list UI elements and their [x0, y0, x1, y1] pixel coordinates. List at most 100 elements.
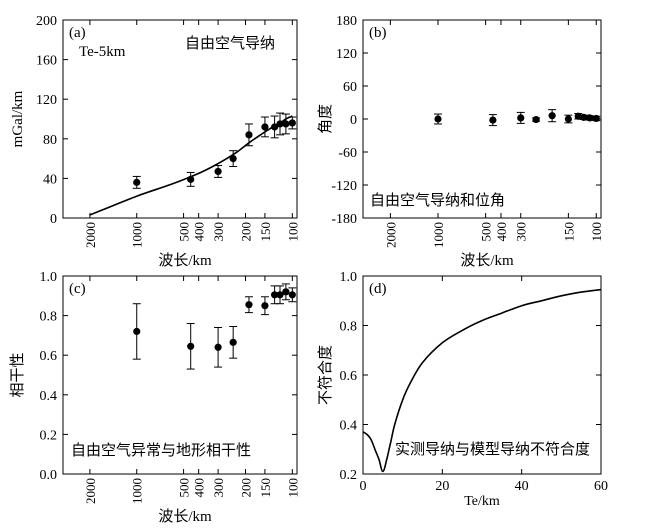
x-tick-label: 500 [177, 222, 192, 242]
y-axis-label: mGal/km [10, 90, 26, 147]
data-point [270, 291, 279, 299]
data-point [282, 288, 290, 296]
y-tick-label: 0.6 [40, 349, 58, 364]
y-tick-label: 180 [336, 14, 357, 29]
x-tick-label: 150 [258, 478, 273, 498]
y-tick-label: 80 [43, 133, 57, 148]
y-tick-label: 1.0 [340, 270, 358, 285]
x-tick-label: 400 [494, 222, 509, 242]
series-line-d [362, 288, 602, 473]
y-axis-label: 不符合度 [317, 345, 334, 405]
y-tick-label: 200 [36, 14, 57, 29]
y-tick-label: 160 [36, 54, 57, 69]
y-tick-label: -180 [331, 212, 357, 227]
plot-frame-a [62, 19, 298, 219]
y-tick-label: 0 [50, 212, 57, 227]
y-tick-label: -120 [331, 179, 357, 194]
y-tick-label: 60 [343, 80, 357, 95]
y-tick-label: 120 [36, 93, 57, 108]
y-tick-label: 40 [43, 172, 57, 187]
data-point [229, 155, 237, 163]
x-tick-label: 200 [238, 478, 253, 498]
data-point [133, 327, 141, 336]
data-point [276, 291, 284, 299]
x-tick-label: 150 [561, 222, 576, 242]
y-tick-label: 0.4 [40, 389, 58, 404]
chart-panel-d: 0.2 0.4 0.6 0.8 1.0 0 20 40 60 Te/km 不符合度 (d) 实测导纳与模… [317, 270, 608, 509]
data-point [245, 301, 253, 309]
x-axis-label: 波长/km [158, 252, 212, 269]
data-point [586, 114, 594, 122]
x-tick-label: 100 [285, 478, 300, 498]
chart-panel-a: 0 40 80 120 160 200 2000 1000 500 400 300 200 150 100… [10, 14, 300, 269]
y-tick-label: 1.0 [40, 270, 58, 285]
y-tick-label: 120 [336, 47, 357, 62]
data-point [574, 112, 582, 120]
x-tick-label: 100 [285, 222, 300, 242]
panel-title: 实测导纳与模型导纳不符合度 [395, 441, 590, 458]
data-point [229, 338, 237, 346]
y-axis-label: 角度 [317, 104, 334, 134]
data-point [261, 302, 269, 310]
data-point [532, 115, 540, 124]
x-tick-label: 2000 [383, 222, 398, 248]
panel-label: (c) [69, 281, 86, 297]
x-tick-label: 60 [594, 479, 608, 494]
x-axis-label: Te/km [464, 494, 500, 509]
x-tick-label: 1000 [431, 222, 446, 248]
panel-label: (a) [69, 25, 86, 41]
chart-panel-b: 180 120 60 0 -60 -120 -180 2000 1000 500 400 300 150… [317, 14, 604, 269]
panel-label: (d) [369, 281, 387, 297]
data-point [187, 342, 195, 350]
x-axis-label: 波长/km [460, 252, 514, 269]
y-tick-label: 0.6 [340, 369, 358, 384]
x-tick-label: 150 [258, 222, 273, 242]
x-tick-label: 500 [479, 222, 494, 242]
x-tick-label: 300 [211, 478, 226, 498]
y-tick-label: 0.4 [340, 419, 358, 434]
data-point [592, 114, 600, 123]
series-line-a [89, 115, 293, 216]
plot-frame-c [62, 275, 298, 475]
data-point [288, 119, 296, 127]
data-point [288, 291, 296, 299]
x-tick-label: 100 [589, 222, 604, 242]
x-axis-label: 波长/km [158, 508, 212, 525]
y-tick-label: 0.0 [40, 468, 58, 483]
y-tick-label: 0.8 [340, 320, 358, 335]
panel-title: 自由空气异常与地形相干性 [71, 442, 251, 459]
y-tick-label: -60 [338, 146, 357, 161]
x-tick-label: 200 [238, 222, 253, 242]
data-point [214, 343, 222, 351]
data-point [245, 131, 253, 139]
chart-panel-c: 0.0 0.2 0.4 0.6 0.8 1.0 2000 1000 500 400 300 200 15… [9, 270, 300, 525]
x-tick-label: 1000 [130, 478, 145, 504]
data-point [580, 113, 588, 121]
data-point [434, 115, 442, 123]
panel-title: 自由空气导纳和位角 [370, 192, 505, 209]
y-tick-label: 0.2 [340, 468, 358, 483]
y-axis-label: 相干性 [9, 352, 26, 397]
x-tick-label: 2000 [83, 478, 98, 504]
x-tick-label: 0 [360, 479, 367, 494]
data-point [489, 116, 497, 124]
x-tick-label: 500 [177, 478, 192, 498]
y-tick-label: 0 [350, 113, 357, 128]
y-tick-label: 0.2 [40, 428, 58, 443]
data-point [133, 178, 141, 186]
data-point [282, 120, 290, 128]
data-point [517, 114, 525, 122]
x-tick-label: 40 [515, 479, 529, 494]
x-tick-label: 300 [211, 222, 226, 242]
x-tick-label: 1000 [130, 222, 145, 248]
model-annotation: Te-5km [79, 44, 126, 60]
data-point [548, 112, 556, 120]
x-tick-label: 400 [192, 478, 207, 498]
data-point [564, 115, 572, 123]
panel-title: 自由空气导纳 [185, 35, 275, 52]
x-tick-label: 400 [192, 222, 207, 242]
x-tick-label: 2000 [83, 222, 98, 248]
x-tick-label: 20 [435, 479, 449, 494]
x-tick-label: 300 [514, 222, 529, 242]
